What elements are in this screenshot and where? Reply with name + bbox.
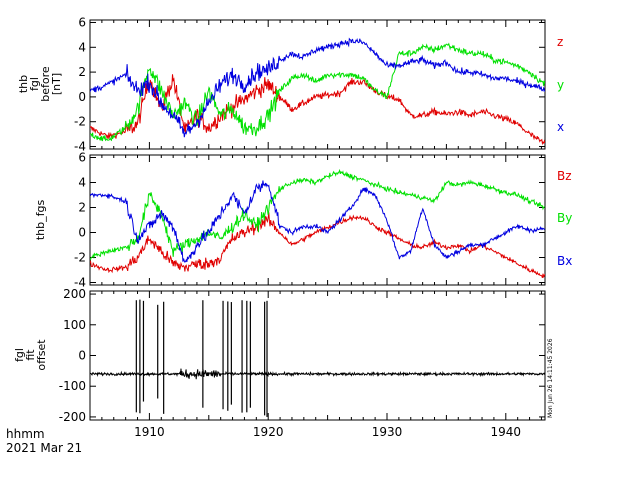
series-line-y xyxy=(90,42,545,142)
series-line-by xyxy=(90,168,545,261)
y-label-line-3: before xyxy=(39,66,52,102)
y-axis-label: thb fgl before [nT] xyxy=(17,66,63,102)
y-label-line-2: fgl xyxy=(28,77,41,91)
legend-by: By xyxy=(557,211,572,225)
legend-y: y xyxy=(557,78,564,92)
legend-bx: Bx xyxy=(557,254,572,268)
y-tick-label: -200 xyxy=(59,410,86,424)
y-axis-label: fgl fit offset xyxy=(13,339,48,371)
x-tick-label: 1920 xyxy=(253,425,284,439)
y-tick-label: 6 xyxy=(78,151,86,165)
y-tick-label: -2 xyxy=(74,251,86,265)
y-tick-label: -4 xyxy=(74,140,86,154)
x-tick-label: 1930 xyxy=(372,425,403,439)
y-axis-label: thb_fgs xyxy=(34,200,47,241)
panel-fit-offset: fgl fit offset -200 -100 0 100 200 1910 1920 19… xyxy=(13,287,546,439)
series-line-bx xyxy=(90,180,545,263)
y-tick-label: -4 xyxy=(74,276,86,290)
x-tick-label: 1910 xyxy=(134,425,165,439)
y-label-line-4: [nT] xyxy=(50,73,63,95)
panel-fgs: thb_fgs Bz By Bx -4 -2 0 2 4 6 xyxy=(34,151,572,290)
legend-x: x xyxy=(557,120,564,134)
y-label-line-1: thb_fgs xyxy=(34,200,47,241)
series-line-z xyxy=(90,74,545,146)
series-line-offset xyxy=(90,368,545,380)
footer-date: 2021 Mar 21 xyxy=(6,441,82,455)
legend-bz: Bz xyxy=(557,169,572,183)
y-tick-label: 4 xyxy=(78,40,86,54)
y-tick-label: 0 xyxy=(78,226,86,240)
x-tick-label: 1940 xyxy=(491,425,522,439)
footer-time-format: hhmm xyxy=(6,427,45,441)
y-tick-label: 6 xyxy=(78,15,86,29)
legend-z: z xyxy=(557,35,563,49)
y-tick-label: -100 xyxy=(59,379,86,393)
y-label-line-3: offset xyxy=(35,339,48,371)
timestamp: Mon Jun 26 14:11:45 2026 xyxy=(547,338,554,418)
y-tick-label: -2 xyxy=(74,115,86,129)
panel-frame xyxy=(89,154,546,286)
y-tick-label: 2 xyxy=(78,65,86,79)
y-label-line-1: thb xyxy=(17,75,30,93)
y-tick-label: 0 xyxy=(78,349,86,363)
y-tick-label: 0 xyxy=(78,90,86,104)
y-tick-label: 200 xyxy=(63,287,86,301)
series-line-bz xyxy=(90,212,545,279)
y-label-line-1: fgl xyxy=(13,348,26,362)
series-line-x xyxy=(90,37,545,138)
panel-fgl-before: thb fgl before [nT] z y x -4 -2 0 2 4 6 xyxy=(17,15,564,153)
y-tick-label: 100 xyxy=(63,318,86,332)
panel-frame xyxy=(89,19,546,150)
y-tick-label: 2 xyxy=(78,201,86,215)
y-label-line-2: fit xyxy=(24,349,37,361)
y-tick-label: 4 xyxy=(78,176,86,190)
